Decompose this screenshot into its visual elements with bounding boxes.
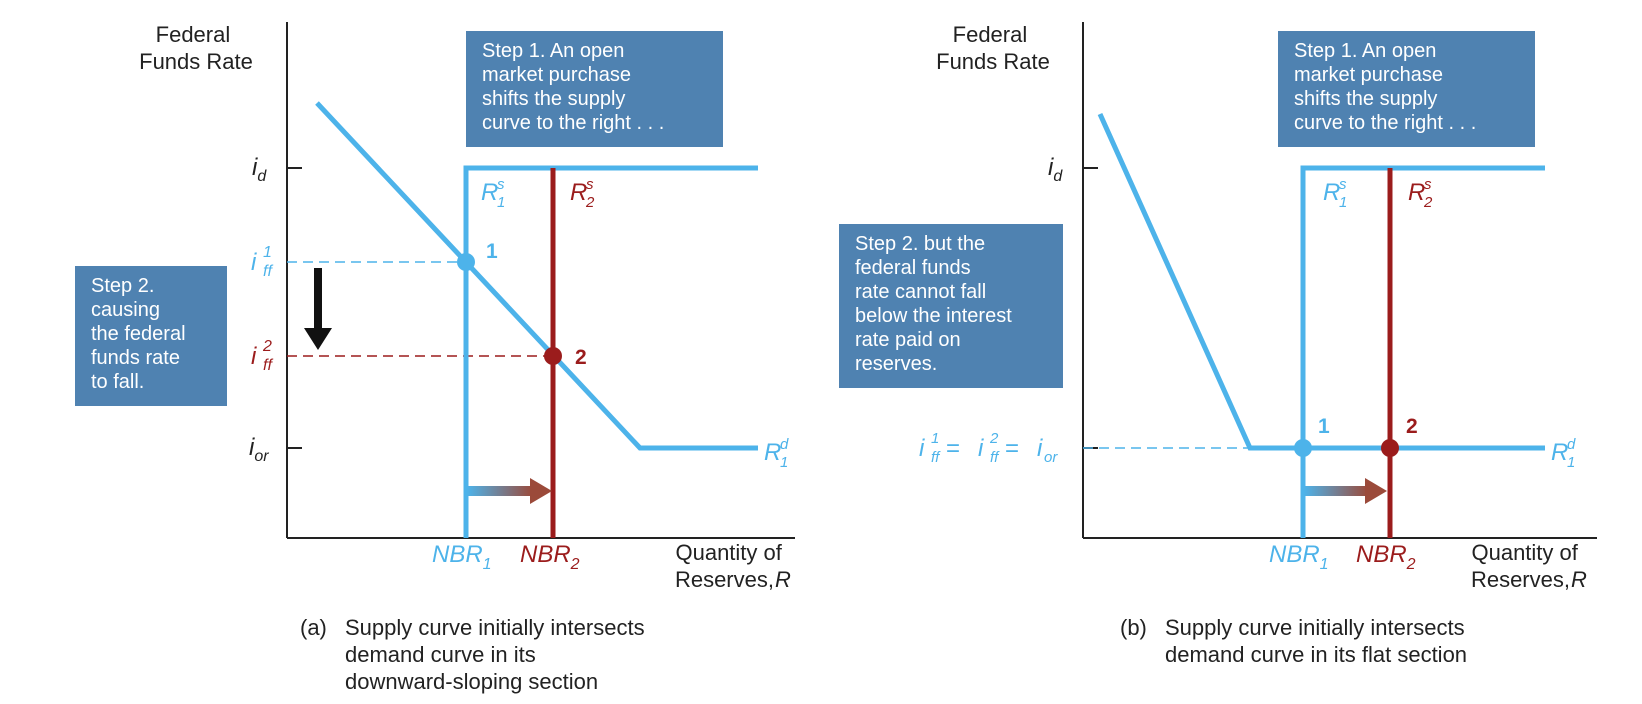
panel-a-label-iff2: i 2 ff xyxy=(251,338,273,374)
panel-a-label-ior: ior xyxy=(249,434,269,465)
panel-a-label-r2s: Rs 2 xyxy=(570,176,595,211)
panel-a-caption-line: demand curve in its xyxy=(345,642,536,667)
panel-b-caption-line: demand curve in its flat section xyxy=(1165,642,1468,667)
panel-b-step1-line: curve to the right . . . xyxy=(1294,112,1477,134)
panel-b-demand-curve xyxy=(1097,112,1545,451)
panel-a-down-arrow xyxy=(304,268,332,350)
panel-b-label-nbr1: NBR1 xyxy=(1269,541,1329,573)
panel-a-step2-line: to fall. xyxy=(91,371,145,393)
panel-b-step2-line: reserves. xyxy=(855,353,938,375)
panel-a-label-nbr1: NBR1 xyxy=(432,541,492,573)
panel-b-step2-line: Step 2. but the xyxy=(855,233,986,255)
panel-a-step1-line: Step 1. An open xyxy=(482,40,625,62)
panel-b-caption: (b) Supply curve initially intersects de… xyxy=(1120,614,1600,672)
panel-a-label-iff1: i 1 ff xyxy=(251,244,273,280)
panel-a: Federal Funds Rate id i 1 ff i 2 ff ior Rs 1 … xyxy=(139,22,795,592)
panel-a-step2-line: Step 2. xyxy=(91,275,155,297)
panel-a-demand-curve xyxy=(315,101,758,451)
panel-a-caption-line: Supply curve initially intersects xyxy=(345,615,645,640)
panel-a-step1-line: curve to the right . . . xyxy=(482,112,665,134)
panel-b-label-r1d: Rd 1 xyxy=(1551,436,1576,471)
panel-a-caption: (a) Supply curve initially intersects de… xyxy=(300,614,780,698)
panel-b-point-1 xyxy=(1294,439,1312,457)
panel-a-step1-line: shifts the supply xyxy=(482,88,626,110)
panel-b-step1-box: Step 1. An open market purchase shifts t… xyxy=(1278,31,1535,147)
panel-a-caption-line: downward-sloping section xyxy=(345,669,599,694)
panel-b-point-2-label: 2 xyxy=(1406,415,1418,438)
panel-b-step1-line: market purchase xyxy=(1294,64,1443,86)
panel-b-label-id: id xyxy=(1048,154,1063,185)
panel-a-step2-box: Step 2. causing the federal funds rate t… xyxy=(75,266,227,406)
panel-a-x-axis-title: Quantity of Reserves, xyxy=(675,540,788,592)
panel-b-step2-box: Step 2. but the federal funds rate canno… xyxy=(839,224,1063,388)
panel-a-label-nbr2: NBR2 xyxy=(520,541,580,573)
panel-a-supply-curve-1 xyxy=(463,165,758,538)
panel-a-point-1-label: 1 xyxy=(486,240,498,263)
panel-b-x-axis-title: Quantity of Reserves, xyxy=(1471,540,1584,592)
panel-b-x-axis-var: R xyxy=(1571,567,1587,592)
panel-b-caption-label: (b) xyxy=(1120,615,1147,640)
panel-a-label-id: id xyxy=(252,154,267,185)
panel-a-x-axis-var: R xyxy=(775,567,791,592)
panel-a-point-1 xyxy=(457,253,475,271)
panel-b: Federal Funds Rate id i 1 ff = i 2 ff = … xyxy=(919,22,1597,592)
panel-b-caption-line: Supply curve initially intersects xyxy=(1165,615,1465,640)
panel-b-step2-line: below the interest xyxy=(855,305,1012,327)
panel-b-label-nbr2: NBR2 xyxy=(1356,541,1416,573)
panel-b-supply-curve-1 xyxy=(1300,165,1545,538)
panel-a-step1-box: Step 1. An open market purchase shifts t… xyxy=(466,31,723,147)
panel-b-step2-line: federal funds xyxy=(855,257,971,279)
panel-b-label-equal-rates: i 1 ff = i 2 ff = i or xyxy=(919,422,1058,468)
panel-b-step2-line: rate cannot fall xyxy=(855,281,987,303)
panel-a-point-2 xyxy=(544,347,562,365)
panel-b-point-2 xyxy=(1381,439,1399,457)
panel-a-label-r1d: Rd 1 xyxy=(764,436,789,471)
panel-a-shift-arrow xyxy=(467,478,552,504)
panel-a-point-2-label: 2 xyxy=(575,346,587,369)
panel-b-shift-arrow xyxy=(1304,478,1387,504)
panel-b-step2-line: rate paid on xyxy=(855,329,961,351)
panel-b-y-axis-title: Federal Funds Rate xyxy=(936,22,1050,74)
panel-a-step2-line: causing xyxy=(91,299,160,321)
panel-a-step1-line: market purchase xyxy=(482,64,631,86)
panel-a-caption-label: (a) xyxy=(300,615,327,640)
panel-a-y-axis-title: Federal Funds Rate xyxy=(139,22,253,74)
panel-b-label-r1s: Rs 1 xyxy=(1323,176,1347,211)
panel-b-step1-line: Step 1. An open xyxy=(1294,40,1437,62)
panel-b-point-1-label: 1 xyxy=(1318,415,1330,438)
panel-a-step2-line: the federal xyxy=(91,323,186,345)
panel-a-label-r1s: Rs 1 xyxy=(481,176,505,211)
panel-b-label-r2s: Rs 2 xyxy=(1408,176,1433,211)
panel-b-step1-line: shifts the supply xyxy=(1294,88,1438,110)
panel-a-step2-line: funds rate xyxy=(91,347,180,369)
